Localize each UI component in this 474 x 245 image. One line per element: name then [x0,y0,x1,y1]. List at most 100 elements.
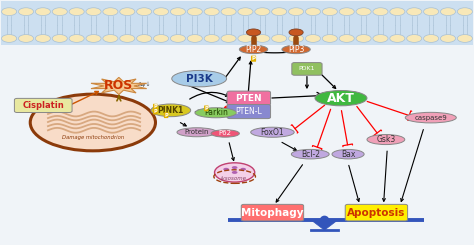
Circle shape [373,8,388,15]
Circle shape [289,8,304,15]
Text: PTEN: PTEN [236,94,262,103]
Circle shape [221,35,236,42]
Ellipse shape [332,149,364,159]
Circle shape [1,35,17,42]
Circle shape [86,8,101,15]
Text: PDK1: PDK1 [299,66,315,71]
Text: P: P [252,56,255,61]
Circle shape [407,35,422,42]
Circle shape [1,8,17,15]
Circle shape [204,8,219,15]
Text: P: P [164,113,168,118]
Text: PINK1: PINK1 [158,106,184,115]
Text: P: P [154,104,157,109]
Circle shape [255,35,270,42]
Ellipse shape [405,112,456,123]
Text: Gsk3: Gsk3 [376,135,395,144]
Circle shape [424,35,438,42]
Text: Apoptosis: Apoptosis [347,208,406,218]
Circle shape [52,35,67,42]
FancyBboxPatch shape [345,204,408,221]
Circle shape [120,8,135,15]
Circle shape [322,8,337,15]
Ellipse shape [30,94,155,151]
Circle shape [373,35,388,42]
Circle shape [18,8,34,15]
Circle shape [424,8,438,15]
Circle shape [356,8,371,15]
Circle shape [339,8,354,15]
Circle shape [305,35,320,42]
Text: PIP3: PIP3 [288,45,304,54]
Text: P62: P62 [219,130,232,136]
Ellipse shape [195,108,237,118]
Circle shape [272,8,287,15]
Ellipse shape [215,163,255,182]
Ellipse shape [211,130,239,137]
Circle shape [440,35,456,42]
Circle shape [36,8,50,15]
Text: FoxO1: FoxO1 [261,128,284,137]
Text: P: P [154,109,157,114]
Polygon shape [313,221,336,230]
Polygon shape [91,77,147,95]
Text: PI3K: PI3K [186,74,212,84]
Circle shape [137,35,152,42]
Ellipse shape [251,127,294,137]
Ellipse shape [289,29,303,36]
Ellipse shape [282,45,310,54]
Circle shape [390,8,405,15]
Circle shape [390,35,405,42]
FancyBboxPatch shape [0,1,474,45]
Circle shape [407,8,422,15]
Circle shape [154,35,169,42]
Text: Damage mitochondrion: Damage mitochondrion [62,135,124,140]
Circle shape [187,35,202,42]
Text: Cisplatin: Cisplatin [22,101,64,110]
Text: Protein: Protein [184,129,209,135]
Circle shape [69,8,84,15]
Circle shape [305,8,320,15]
Circle shape [457,8,473,15]
FancyBboxPatch shape [292,62,322,75]
FancyBboxPatch shape [241,204,304,221]
Circle shape [120,35,135,42]
FancyBboxPatch shape [14,98,72,112]
FancyBboxPatch shape [227,91,271,105]
Circle shape [356,35,371,42]
Text: Parkin: Parkin [204,108,228,117]
Text: Bax: Bax [341,150,355,159]
Circle shape [103,8,118,15]
Circle shape [69,35,84,42]
Circle shape [457,35,473,42]
Circle shape [255,8,270,15]
Circle shape [223,168,229,171]
Circle shape [154,8,169,15]
Text: caspase9: caspase9 [414,115,447,121]
Ellipse shape [177,128,217,137]
Text: lysosome: lysosome [221,176,246,181]
Circle shape [272,35,287,42]
Circle shape [86,35,101,42]
Text: P: P [204,106,208,111]
Circle shape [187,8,202,15]
Text: PTEN-L: PTEN-L [236,107,262,116]
Circle shape [137,8,152,15]
Circle shape [170,8,185,15]
Text: Mitophagy: Mitophagy [241,208,304,218]
Circle shape [322,35,337,42]
Circle shape [232,171,237,174]
Circle shape [221,8,236,15]
Text: Δψ↓: Δψ↓ [138,82,152,87]
Circle shape [339,35,354,42]
Ellipse shape [239,45,268,54]
Ellipse shape [246,29,261,36]
Text: Bcl-2: Bcl-2 [301,150,320,159]
Circle shape [440,8,456,15]
Circle shape [240,168,246,171]
Ellipse shape [172,71,227,87]
Text: AKT: AKT [327,92,355,105]
Circle shape [238,8,253,15]
Circle shape [238,35,253,42]
Circle shape [52,8,67,15]
